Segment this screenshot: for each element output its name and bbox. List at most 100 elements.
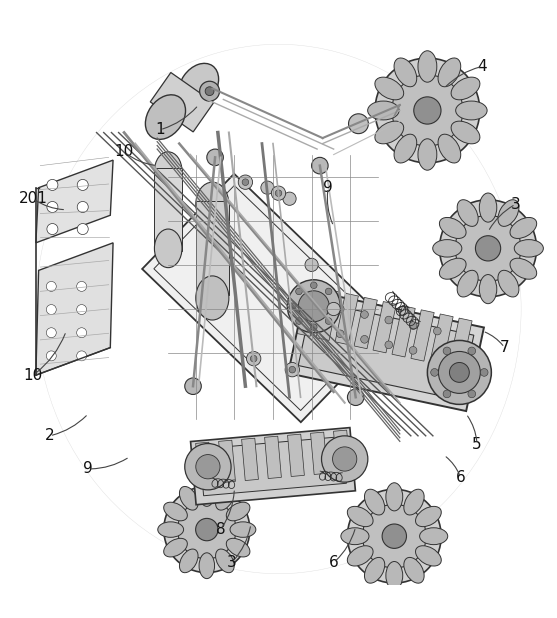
Polygon shape	[154, 168, 182, 251]
Ellipse shape	[439, 218, 466, 239]
Circle shape	[443, 347, 451, 355]
Ellipse shape	[375, 77, 404, 100]
Ellipse shape	[226, 538, 250, 557]
Circle shape	[77, 201, 88, 213]
Circle shape	[310, 282, 317, 289]
Polygon shape	[196, 442, 212, 485]
Polygon shape	[36, 160, 113, 243]
Ellipse shape	[404, 557, 424, 583]
Ellipse shape	[433, 240, 462, 257]
Ellipse shape	[164, 502, 187, 521]
Polygon shape	[449, 318, 472, 370]
Ellipse shape	[498, 200, 519, 226]
Text: 6: 6	[329, 555, 339, 570]
Text: 1: 1	[155, 122, 165, 137]
Ellipse shape	[418, 51, 437, 82]
Ellipse shape	[348, 506, 373, 527]
Circle shape	[476, 235, 501, 261]
Circle shape	[443, 390, 451, 398]
Ellipse shape	[498, 270, 519, 297]
Ellipse shape	[341, 528, 369, 544]
Circle shape	[285, 363, 300, 377]
Circle shape	[185, 378, 201, 394]
Circle shape	[361, 311, 368, 318]
Ellipse shape	[216, 549, 234, 573]
Ellipse shape	[179, 549, 198, 573]
Circle shape	[178, 501, 236, 559]
Circle shape	[46, 351, 56, 361]
Ellipse shape	[199, 553, 214, 578]
Text: 9: 9	[323, 180, 333, 195]
Ellipse shape	[154, 152, 182, 190]
Polygon shape	[142, 174, 393, 422]
Polygon shape	[354, 297, 377, 349]
Ellipse shape	[419, 528, 448, 544]
Circle shape	[348, 389, 364, 405]
Ellipse shape	[145, 95, 185, 140]
Circle shape	[312, 324, 320, 332]
Circle shape	[349, 114, 368, 133]
Polygon shape	[430, 314, 453, 365]
Circle shape	[196, 519, 218, 541]
Ellipse shape	[480, 274, 497, 303]
Circle shape	[431, 368, 438, 376]
Circle shape	[247, 352, 261, 366]
Circle shape	[409, 347, 417, 354]
Circle shape	[185, 444, 231, 490]
Circle shape	[296, 318, 302, 324]
Polygon shape	[335, 294, 358, 345]
Circle shape	[455, 215, 521, 281]
Circle shape	[331, 303, 338, 310]
Circle shape	[164, 486, 250, 573]
Polygon shape	[190, 428, 355, 505]
Ellipse shape	[510, 218, 537, 239]
Circle shape	[271, 186, 286, 200]
Circle shape	[251, 355, 257, 362]
Circle shape	[449, 363, 470, 383]
Text: 7: 7	[500, 340, 510, 355]
Circle shape	[77, 305, 86, 315]
Polygon shape	[150, 72, 214, 132]
Text: 201: 201	[19, 191, 47, 206]
Circle shape	[392, 75, 463, 146]
Circle shape	[46, 328, 56, 337]
Ellipse shape	[158, 522, 184, 537]
Circle shape	[46, 305, 56, 315]
Text: 6: 6	[456, 470, 465, 485]
Ellipse shape	[514, 240, 544, 257]
Polygon shape	[288, 290, 484, 411]
Polygon shape	[297, 285, 320, 336]
Circle shape	[77, 328, 86, 337]
Ellipse shape	[394, 134, 417, 163]
Ellipse shape	[375, 121, 404, 144]
Ellipse shape	[364, 557, 385, 583]
Ellipse shape	[230, 522, 256, 537]
Circle shape	[385, 316, 393, 324]
Text: 3: 3	[511, 197, 520, 212]
Circle shape	[433, 327, 441, 335]
Circle shape	[289, 366, 296, 373]
Circle shape	[196, 455, 220, 479]
Circle shape	[242, 179, 249, 185]
Circle shape	[382, 524, 407, 548]
Text: 8: 8	[216, 522, 226, 537]
Ellipse shape	[451, 121, 480, 144]
Text: 2: 2	[45, 428, 55, 443]
Ellipse shape	[457, 270, 478, 297]
Polygon shape	[298, 301, 474, 400]
Circle shape	[311, 158, 328, 174]
Ellipse shape	[438, 58, 461, 87]
Circle shape	[275, 190, 282, 197]
Circle shape	[375, 58, 480, 163]
Circle shape	[480, 368, 488, 376]
Circle shape	[77, 179, 88, 190]
Polygon shape	[36, 243, 113, 375]
Text: 3: 3	[227, 555, 237, 570]
Circle shape	[77, 351, 86, 361]
Ellipse shape	[164, 538, 187, 557]
Circle shape	[325, 318, 332, 324]
Circle shape	[427, 341, 491, 404]
Circle shape	[47, 224, 58, 235]
Circle shape	[47, 201, 58, 213]
Text: 4: 4	[478, 59, 487, 74]
